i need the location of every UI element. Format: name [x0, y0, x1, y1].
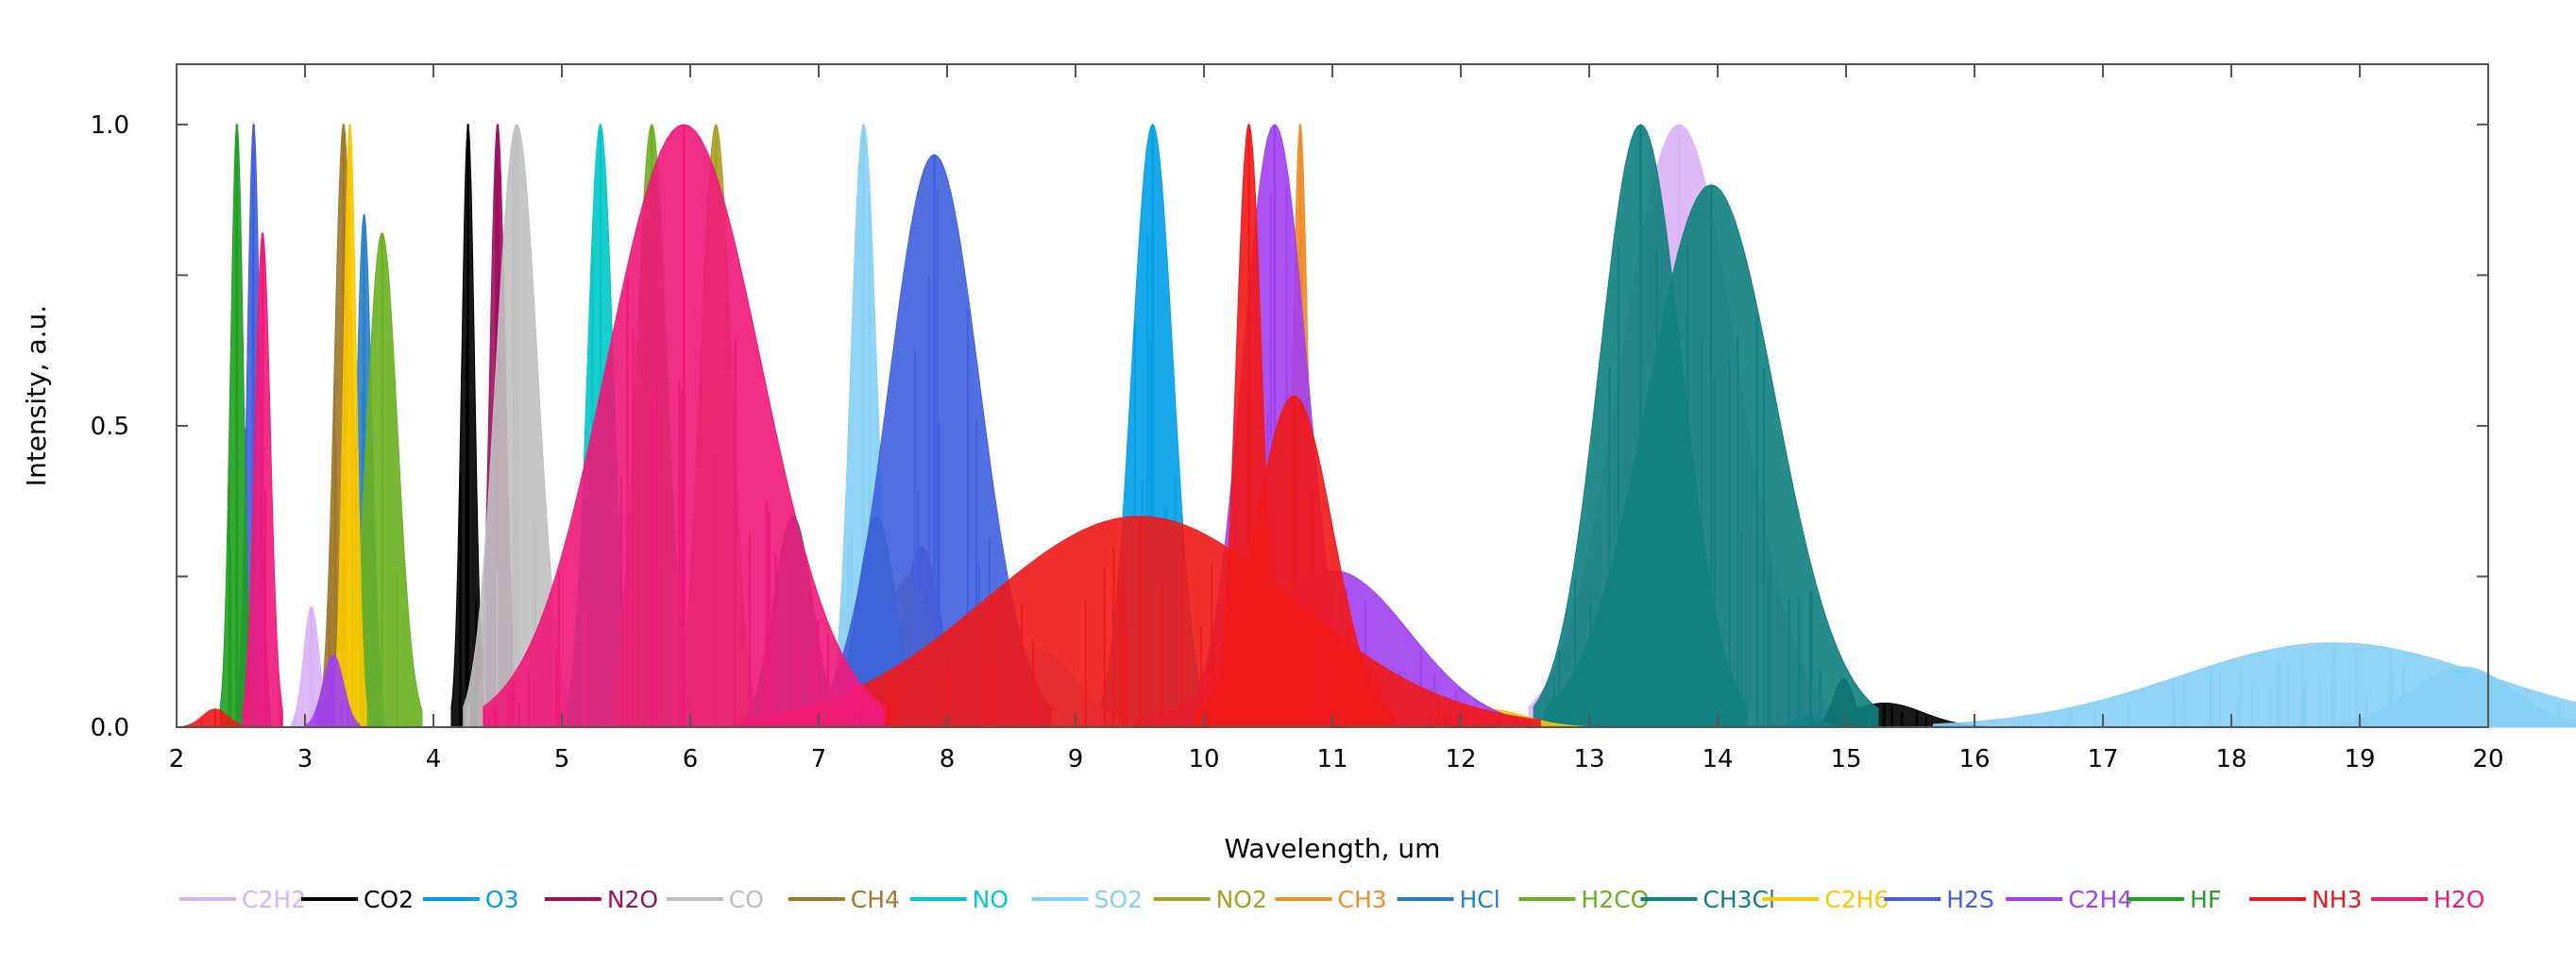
x-tick-label: 15	[1830, 745, 1861, 773]
legend-item-hf: HF	[2127, 886, 2221, 913]
x-tick-label: 16	[1958, 745, 1990, 773]
legend-item-n2o: N2O	[544, 886, 658, 913]
legend-item-ch3cl: CH3Cl	[1640, 886, 1775, 913]
x-tick-label: 11	[1316, 745, 1347, 773]
series-h2o	[242, 124, 885, 728]
legend-item-no: NO	[909, 886, 1008, 913]
legend-item-ch4: CH4	[788, 886, 900, 913]
legend-label: HCl	[1459, 886, 1500, 913]
legend-label: NO	[973, 886, 1008, 913]
x-tick-label: 6	[683, 745, 699, 773]
legend-label: NO2	[1216, 886, 1267, 913]
legend: C2H2 CO2 O3 N2O CO CH4 NO SO2 NO2 CH3 HCl H2CO CH3Cl…	[179, 886, 2484, 913]
x-tick-label: 10	[1188, 745, 1219, 773]
x-tick-label: 4	[426, 745, 442, 773]
legend-item-ch3: CH3	[1275, 886, 1387, 913]
legend-label: SO2	[1094, 886, 1143, 913]
legend-item-so2: SO2	[1031, 886, 1143, 913]
x-tick-label: 13	[1573, 745, 1604, 773]
legend-label: C2H2	[242, 886, 306, 913]
legend-label: C2H6	[1824, 886, 1889, 913]
series-nh3	[180, 123, 1541, 728]
legend-label: HF	[2190, 886, 2221, 913]
series-layer	[180, 122, 2576, 728]
legend-item-h2o: H2O	[2371, 886, 2484, 913]
x-tick-label: 3	[297, 745, 314, 773]
x-tick-label: 14	[1702, 745, 1733, 773]
legend-item-no2: NO2	[1153, 886, 1267, 913]
y-tick-label: 0.5	[91, 413, 129, 441]
legend-item-hcl: HCl	[1397, 886, 1500, 913]
legend-label: C2H4	[2068, 886, 2132, 913]
legend-label: CH3	[1338, 886, 1387, 913]
legend-item-h2co: H2CO	[1518, 886, 1649, 913]
x-tick-label: 9	[1068, 745, 1084, 773]
legend-label: N2O	[607, 886, 658, 913]
y-tick-label: 1.0	[91, 111, 129, 140]
legend-item-o3: O3	[422, 886, 519, 913]
legend-label: H2O	[2433, 886, 2484, 913]
x-tick-label: 12	[1445, 745, 1476, 773]
band-so2-3	[2328, 666, 2576, 728]
legend-item-co2: CO2	[300, 886, 414, 913]
x-tick-label: 7	[811, 745, 827, 773]
x-tick-label: 19	[2344, 745, 2375, 773]
axis-ticks: 2 3 4 5 6 7 8 9 10 11 12 13 14 15 16 17 18 19 20 0.0 0.5 1.0	[91, 64, 2504, 773]
x-tick-label: 18	[2215, 745, 2246, 773]
legend-item-c2h4: C2H4	[2006, 886, 2132, 913]
series-hf	[219, 122, 255, 728]
legend-item-co: CO	[666, 886, 764, 913]
y-axis-title: Intensity, a.u.	[21, 305, 52, 486]
x-axis-title: Wavelength, um	[1225, 833, 1441, 864]
legend-label: CH4	[851, 886, 900, 913]
legend-item-nh3: NH3	[2249, 886, 2363, 913]
legend-item-c2h6: C2H6	[1762, 886, 1889, 913]
y-tick-label: 0.0	[91, 714, 129, 742]
x-tick-label: 5	[554, 745, 570, 773]
legend-item-c2h2: C2H2	[179, 886, 306, 913]
x-tick-label: 8	[940, 745, 956, 773]
legend-label: H2CO	[1581, 886, 1649, 913]
x-tick-label: 2	[169, 745, 185, 773]
legend-label: CO	[729, 886, 764, 913]
legend-label: O3	[485, 886, 519, 913]
x-tick-label: 20	[2472, 745, 2503, 773]
legend-label: H2S	[1946, 886, 1994, 913]
legend-label: CO2	[364, 886, 414, 913]
legend-item-h2s: H2S	[1884, 886, 1994, 913]
legend-label: NH3	[2312, 886, 2362, 913]
x-tick-label: 17	[2087, 745, 2118, 773]
